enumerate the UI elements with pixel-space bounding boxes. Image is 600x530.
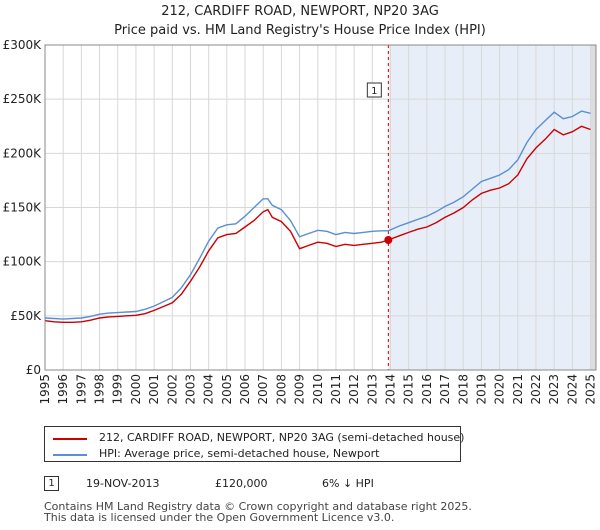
plot-frame <box>44 44 597 371</box>
x-tick-label: 2020 <box>493 374 507 405</box>
x-tick-label: 2009 <box>293 374 307 405</box>
y-tick-label: £50K <box>10 309 42 323</box>
legend-label-hpi: HPI: Average price, semi-detached house,… <box>99 447 380 460</box>
footer-attribution: Contains HM Land Registry data © Crown c… <box>44 501 472 523</box>
legend-swatch-price-paid <box>53 438 87 440</box>
y-tick-label: £150K <box>3 201 43 215</box>
x-tick-label: 2010 <box>311 374 325 405</box>
x-tick-label: 1998 <box>93 374 107 405</box>
x-tick-label: 2001 <box>147 374 161 405</box>
x-tick-label: 2018 <box>456 374 470 405</box>
x-tick-label: 2000 <box>129 374 143 405</box>
x-tick-label: 2004 <box>202 374 216 405</box>
sale-number-badge: 1 <box>44 476 59 491</box>
y-tick-label: £100K <box>3 255 43 269</box>
legend-label-price-paid: 212, CARDIFF ROAD, NEWPORT, NP20 3AG (se… <box>99 431 465 444</box>
x-tick-label: 2012 <box>347 374 361 405</box>
x-tick-label: 1999 <box>111 374 125 405</box>
annotation-box-1 <box>366 82 382 98</box>
chart-legend: 212, CARDIFF ROAD, NEWPORT, NP20 3AG (se… <box>44 426 465 462</box>
x-tick-label: 2015 <box>402 374 416 405</box>
x-tick-label: 1995 <box>38 374 52 405</box>
x-tick-label: 2022 <box>529 374 543 405</box>
chart-subtitle: Price paid vs. HM Land Registry's House … <box>114 23 486 38</box>
series-line-hpi <box>44 110 591 320</box>
x-tick-label: 2014 <box>384 374 398 405</box>
price-chart: 212, CARDIFF ROAD, NEWPORT, NP20 3AG Pri… <box>3 4 598 405</box>
sale-hpi-change: 6% ↓ HPI <box>322 477 374 490</box>
series-line-price-paid <box>44 125 591 323</box>
legend-swatch-hpi <box>53 454 87 456</box>
x-tick-label: 2007 <box>256 374 270 405</box>
x-tick-label: 2024 <box>565 374 579 405</box>
x-tick-label: 1996 <box>56 374 70 405</box>
x-tick-label: 2005 <box>220 374 234 405</box>
x-tick-label: 2006 <box>238 374 252 405</box>
footer-line-1: Contains HM Land Registry data © Crown c… <box>44 500 472 513</box>
y-tick-label: £0 <box>26 363 41 377</box>
x-tick-label: 2023 <box>547 374 561 405</box>
sale-date: 19-NOV-2013 <box>86 477 160 490</box>
x-tick-label: 2021 <box>511 374 525 405</box>
y-tick-label: £300K <box>3 38 43 52</box>
x-tick-label: 1997 <box>74 374 88 405</box>
x-tick-label: 2002 <box>165 374 179 405</box>
y-tick-label: £200K <box>3 146 43 160</box>
x-tick-label: 2016 <box>420 374 434 405</box>
x-tick-label: 2013 <box>365 374 379 405</box>
chart-title: 212, CARDIFF ROAD, NEWPORT, NP20 3AG <box>161 4 439 19</box>
x-tick-label: 2019 <box>474 374 488 405</box>
x-tick-label: 2025 <box>584 374 598 405</box>
footer-line-2: This data is licensed under the Open Gov… <box>44 511 395 524</box>
x-tick-label: 2017 <box>438 374 452 405</box>
y-tick-label: £250K <box>3 92 43 106</box>
x-tick-label: 2008 <box>274 374 288 405</box>
x-tick-label: 2011 <box>329 374 343 405</box>
annotation-label-1: 1 <box>371 86 377 97</box>
sale-point-1 <box>384 236 393 244</box>
sale-price: £120,000 <box>215 477 268 490</box>
x-tick-label: 2003 <box>183 374 197 405</box>
